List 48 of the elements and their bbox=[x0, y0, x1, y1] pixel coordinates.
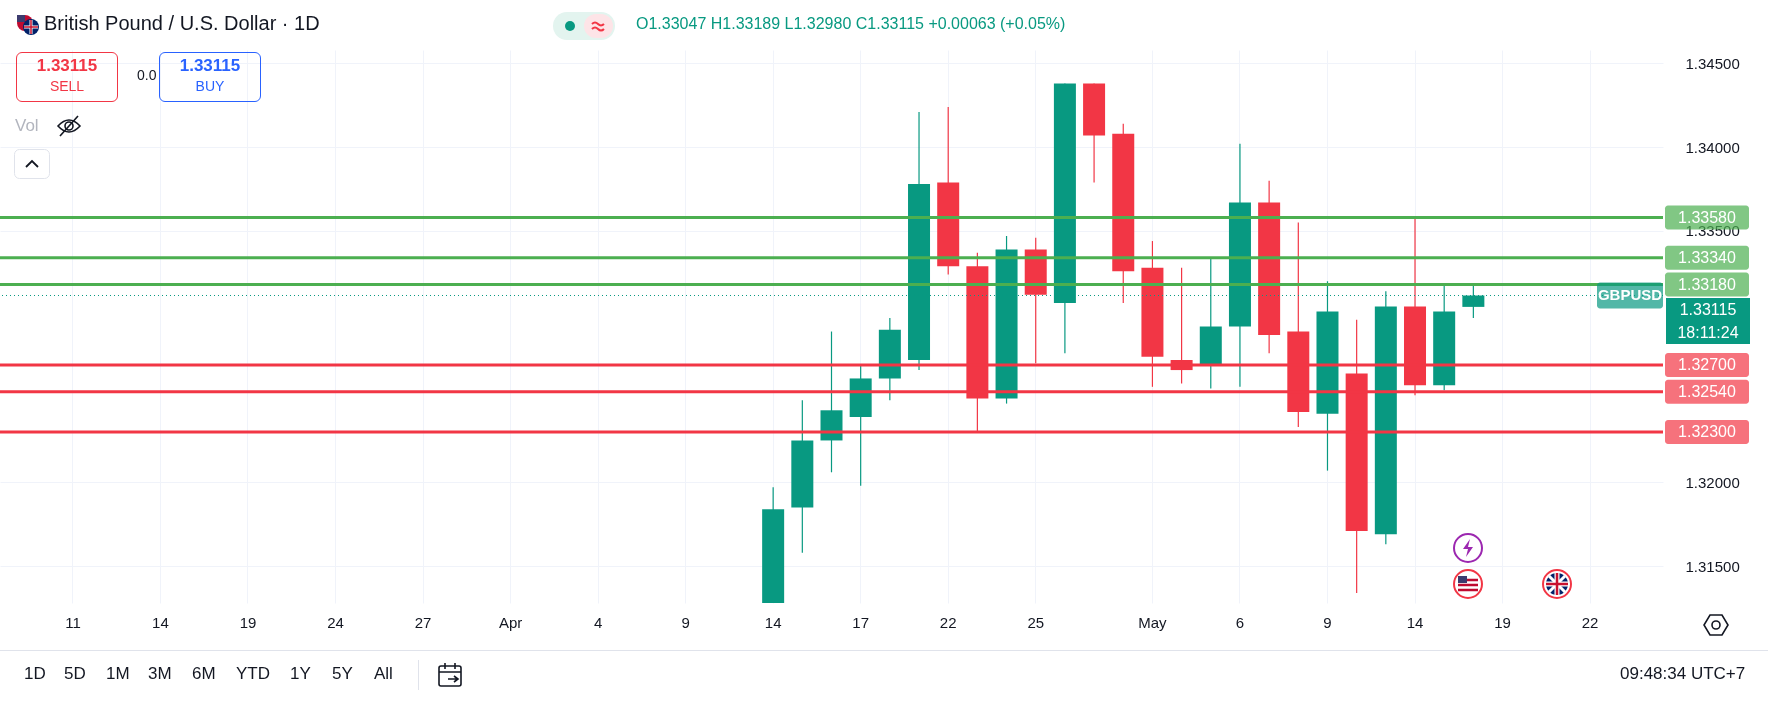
ref-line-label: 1.32300 bbox=[1678, 423, 1737, 441]
ref-line-label: 1.33340 bbox=[1678, 248, 1737, 266]
text: 1D bbox=[24, 664, 46, 684]
text: 1M bbox=[106, 664, 130, 684]
text: All bbox=[374, 664, 393, 684]
x-tick-label: May bbox=[1138, 613, 1168, 631]
text: 6M bbox=[192, 664, 216, 684]
x-tick-label: 14 bbox=[764, 613, 782, 631]
x-tick-label: 14 bbox=[152, 613, 169, 631]
text: YTD bbox=[236, 664, 270, 684]
x-tick-label: 14 bbox=[1406, 613, 1424, 631]
y-tick-label: 1.34500 bbox=[1685, 54, 1740, 72]
text: 1Y bbox=[290, 664, 311, 684]
text: 5D bbox=[64, 664, 86, 684]
ref-line-label: 1.32540 bbox=[1678, 382, 1737, 400]
y-tick-label: 1.32000 bbox=[1685, 473, 1740, 491]
text: 5Y bbox=[332, 664, 353, 684]
annotation: 0.0 bbox=[137, 67, 157, 83]
ref-line-label: GBPUSD bbox=[1597, 286, 1663, 304]
text: 18:11:24 bbox=[1666, 321, 1750, 344]
ref-line-label: 1.33180 bbox=[1678, 275, 1737, 293]
x-tick-label: 27 bbox=[414, 613, 432, 631]
annotation: Vol bbox=[15, 116, 39, 136]
chart-title: British Pound / U.S. Dollar · 1D bbox=[44, 12, 320, 35]
text: 3M bbox=[148, 664, 172, 684]
x-tick-label: 19 bbox=[1494, 613, 1511, 631]
x-tick-label: 9 bbox=[681, 613, 690, 631]
text: 09:48:34 UTC+7 bbox=[1620, 664, 1746, 684]
text: 1.33115 bbox=[1666, 298, 1750, 321]
x-tick-label: 6 bbox=[1235, 613, 1245, 631]
x-tick-label: 24 bbox=[327, 613, 344, 631]
annotation: BUY bbox=[194, 78, 226, 94]
x-tick-label: 9 bbox=[1323, 613, 1332, 631]
annotation: 1.33115 bbox=[35, 56, 99, 76]
x-tick-label: 17 bbox=[852, 613, 870, 631]
x-tick-label: 19 bbox=[239, 613, 257, 631]
x-tick-label: 22 bbox=[1581, 613, 1599, 631]
annotation: 1.33115 bbox=[178, 56, 242, 76]
annotation: SELL bbox=[48, 78, 86, 94]
y-tick-label: 1.34000 bbox=[1685, 138, 1740, 156]
ref-line-label: 1.32700 bbox=[1678, 356, 1737, 374]
y-tick-label: 1.31500 bbox=[1685, 557, 1740, 575]
chart-subtitle: O1.33047 H1.33189 L1.32980 C1.33115 +0.00063 (+0.05%) bbox=[636, 15, 1066, 33]
x-tick-label: Apr bbox=[498, 613, 523, 631]
x-tick-label: 11 bbox=[65, 613, 81, 631]
x-tick-label: 4 bbox=[593, 613, 603, 631]
x-tick-label: 22 bbox=[939, 613, 957, 631]
x-tick-label: 25 bbox=[1027, 613, 1045, 631]
